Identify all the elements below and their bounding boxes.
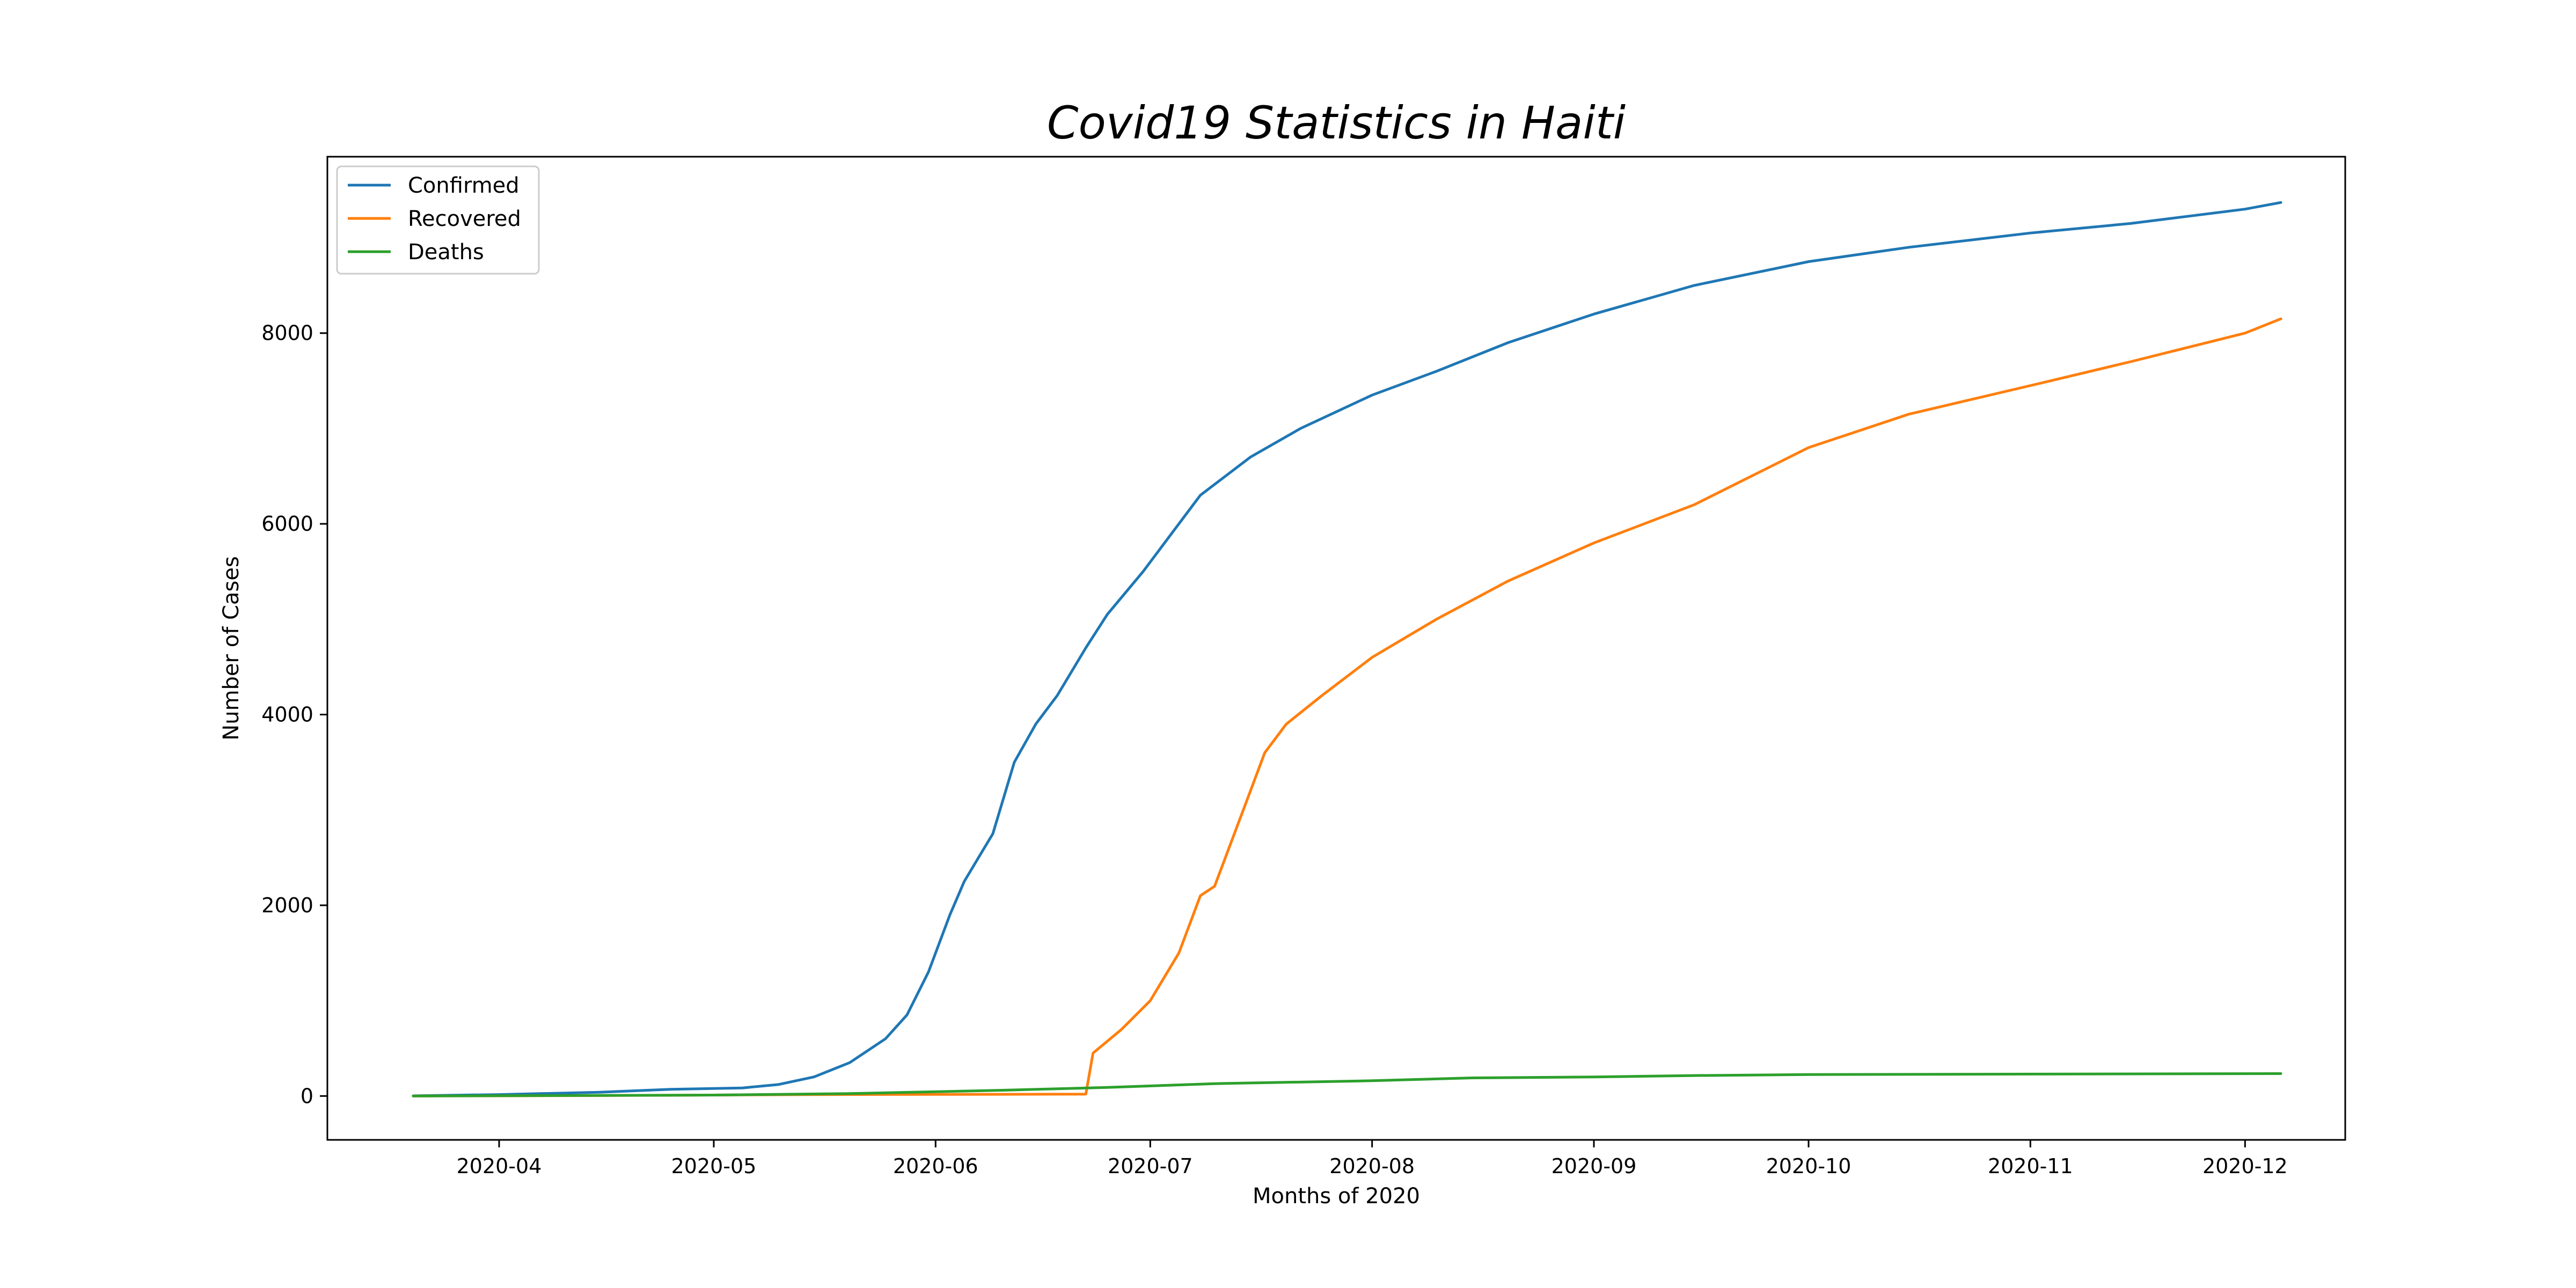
y-axis: 0 2000 4000 6000 8000 — [261, 321, 327, 1108]
y-tick-label: 0 — [301, 1084, 313, 1108]
y-tick-label: 8000 — [261, 321, 313, 345]
x-tick-label: 2020-10 — [1766, 1154, 1851, 1178]
series-layer — [412, 201, 2282, 1097]
x-tick-label: 2020-08 — [1329, 1154, 1415, 1178]
legend-label-deaths: Deaths — [408, 240, 484, 265]
legend: Confirmed Recovered Deaths — [336, 165, 540, 275]
y-tick-label: 2000 — [261, 894, 313, 917]
plot-frame — [326, 156, 2346, 1141]
legend-box — [336, 165, 540, 275]
y-axis-label: Number of Cases — [219, 556, 244, 740]
y-tick-label: 4000 — [261, 702, 313, 726]
x-axis-label: Months of 2020 — [1253, 1184, 1420, 1209]
legend-label-recovered: Recovered — [408, 207, 521, 231]
y-tick-label: 6000 — [261, 512, 313, 536]
series-line-recovered — [412, 317, 2282, 1097]
x-tick-label: 2020-11 — [1988, 1154, 2073, 1178]
legend-label-confirmed: Confirmed — [408, 173, 519, 198]
x-tick-label: 2020-07 — [1108, 1154, 1193, 1178]
series-line-confirmed — [412, 201, 2282, 1097]
x-tick-label: 2020-04 — [457, 1154, 542, 1178]
x-tick-label: 2020-12 — [2202, 1154, 2288, 1178]
series-line-deaths — [412, 1072, 2282, 1097]
plot-area: 2020-04 2020-05 2020-06 2020-07 2020-08 2020-… — [261, 156, 2346, 1178]
x-axis: 2020-04 2020-05 2020-06 2020-07 2020-08 2020-… — [457, 1140, 2288, 1178]
chart-title: Covid19 Statistics in Haiti — [1047, 97, 1626, 149]
x-tick-label: 2020-09 — [1552, 1154, 1637, 1178]
x-tick-label: 2020-05 — [671, 1154, 757, 1178]
x-tick-label: 2020-06 — [893, 1154, 978, 1178]
